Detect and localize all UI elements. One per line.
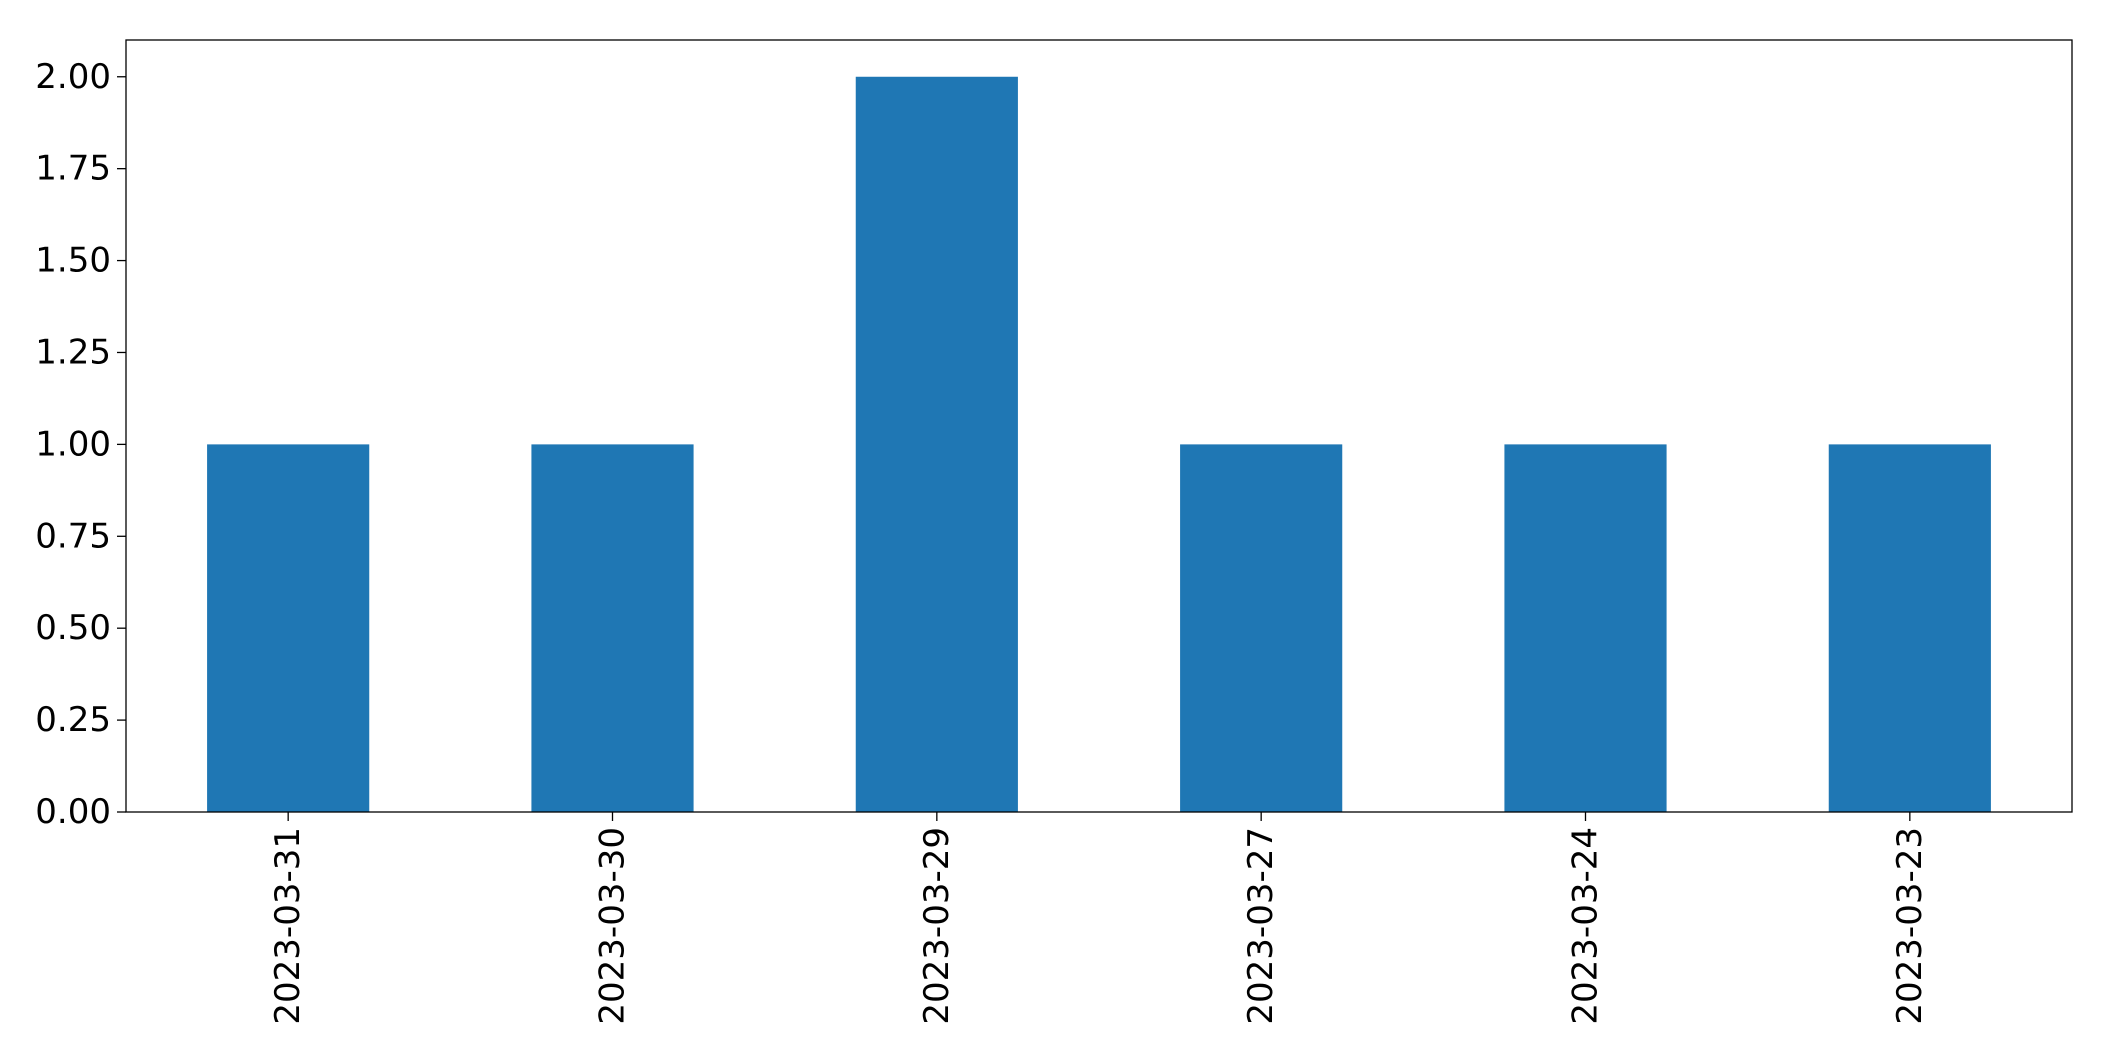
x-tick-label: 2023-03-24: [1566, 827, 1606, 1025]
y-tick-label: 1.00: [35, 424, 111, 464]
bar-2023-03-31: [207, 444, 370, 812]
bar-2023-03-30: [531, 444, 694, 812]
y-tick-label: 0.75: [35, 516, 111, 556]
y-tick-label: 1.75: [35, 149, 111, 189]
y-tick-label: 1.50: [35, 241, 111, 281]
bar-2023-03-29: [855, 76, 1018, 812]
x-tick-label: 2023-03-27: [1241, 827, 1281, 1025]
plot-area-frame: [125, 39, 2073, 813]
y-axis: 0.00 0.25 0.50 0.75 1.00 1.25 1.50 1.75 2.00: [35, 57, 126, 832]
bar-2023-03-23: [1828, 444, 1991, 812]
y-tick-label: 0.50: [35, 608, 111, 648]
bar-2023-03-24: [1504, 444, 1667, 812]
bars-layer: [207, 76, 1991, 812]
x-tick-label: 2023-03-31: [268, 827, 308, 1025]
y-tick-label: 2.00: [35, 57, 111, 97]
y-tick-label: 1.25: [35, 332, 111, 372]
bar-2023-03-27: [1180, 444, 1343, 812]
x-tick-label: 2023-03-29: [917, 827, 957, 1025]
y-tick-label: 0.00: [35, 792, 111, 832]
x-tick-label: 2023-03-30: [593, 827, 633, 1025]
x-tick-label: 2023-03-23: [1890, 827, 1930, 1025]
x-axis: 2023-03-31 2023-03-30 2023-03-29 2023-03-27…: [268, 812, 1930, 1025]
y-tick-label: 0.25: [35, 700, 111, 740]
